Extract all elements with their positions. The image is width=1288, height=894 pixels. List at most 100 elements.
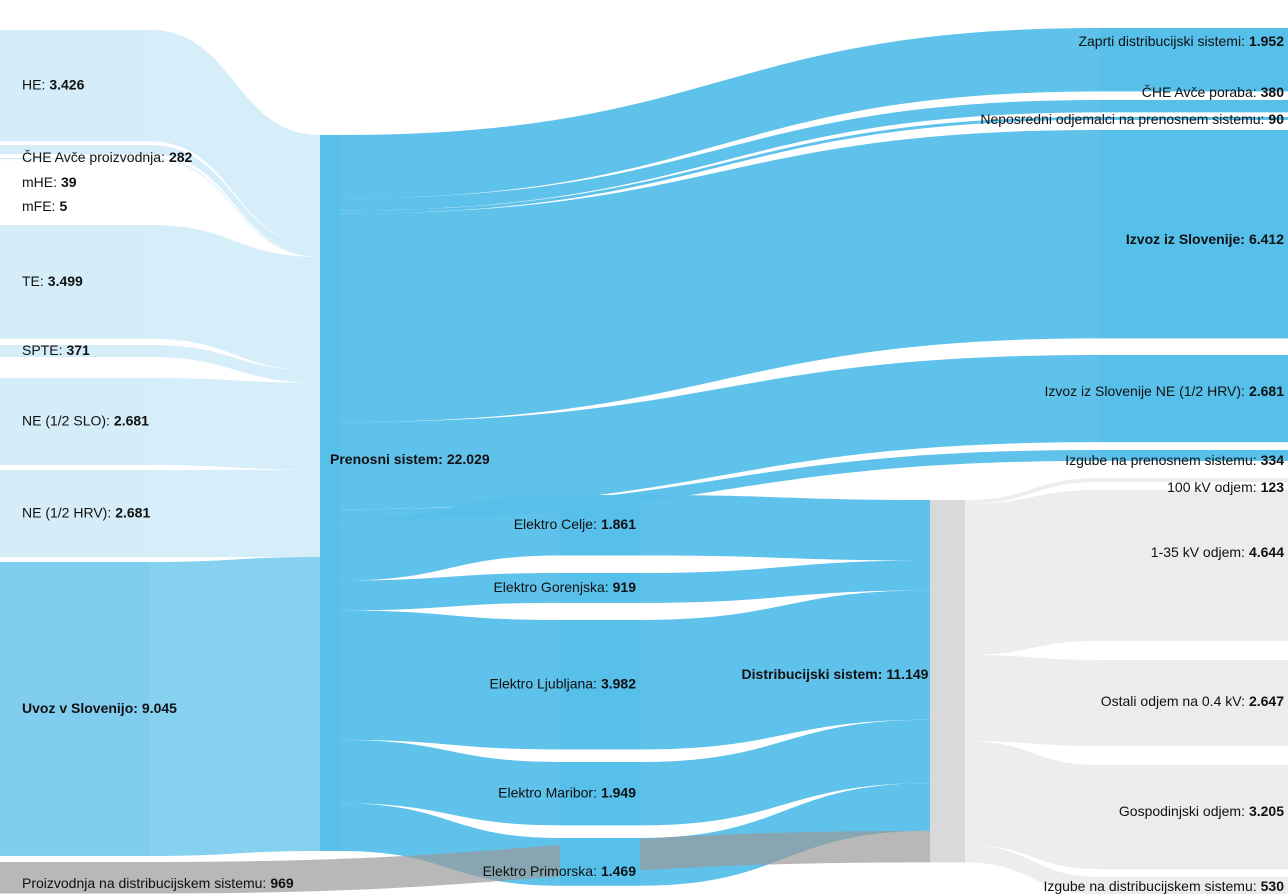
node-name: 100 kV odjem:: [1167, 479, 1257, 495]
node-label: Zaprti distribucijski sistemi: 1.952: [1078, 33, 1284, 49]
node-value: 1.469: [601, 863, 636, 879]
node: [1100, 660, 1288, 747]
node-label: Izgube na prenosnem sistemu: 334: [1065, 452, 1284, 468]
flow: [150, 145, 320, 256]
flow: [340, 100, 1100, 211]
node: [1100, 450, 1288, 461]
node: [0, 378, 150, 466]
node-value: 334: [1261, 452, 1285, 468]
node-value: 969: [270, 875, 294, 891]
node-value: 3.426: [49, 76, 84, 92]
flow: [150, 556, 320, 856]
node-label: HE: 3.426: [22, 76, 85, 92]
node-value: 3.982: [601, 675, 636, 691]
flow: [340, 117, 1100, 214]
node-name: TE:: [22, 273, 44, 289]
node-value: 11.149: [886, 666, 928, 682]
node-name: ČHE Avče proizvodnja:: [22, 149, 165, 165]
node-value: 90: [1268, 111, 1284, 127]
flow: [340, 355, 1100, 510]
node: [560, 620, 640, 750]
node-name: 1-35 kV odjem:: [1151, 544, 1245, 560]
node-name: Elektro Maribor:: [498, 784, 597, 800]
node-label: Distribucijski sistem: 11.149: [742, 666, 929, 682]
node: [0, 862, 150, 894]
node-value: 6.412: [1249, 231, 1284, 247]
node: [1100, 877, 1288, 894]
node-name: Prenosni sistem:: [330, 451, 443, 467]
node-label: 100 kV odjem: 123: [1167, 479, 1284, 495]
node-value: 2.647: [1249, 693, 1284, 709]
node-label: NE (1/2 SLO): 2.681: [22, 412, 149, 428]
node-value: 39: [61, 174, 77, 190]
flow: [965, 845, 1100, 894]
node-value: 3.205: [1249, 803, 1284, 819]
node-value: 282: [169, 149, 193, 165]
nodes: [0, 28, 1288, 894]
node-name: Elektro Celje:: [514, 516, 597, 532]
node-label: SPTE: 371: [22, 342, 90, 358]
node-name: mFE:: [22, 198, 55, 214]
flow: [965, 740, 1100, 870]
flow: [340, 130, 1100, 423]
node: [0, 345, 150, 358]
node-value: 2.681: [1249, 383, 1284, 399]
node-label: Izvoz iz Slovenije: 6.412: [1126, 231, 1284, 247]
node-name: Elektro Primorska:: [483, 863, 597, 879]
node-value: 5: [59, 198, 67, 214]
node-value: 4.644: [1249, 544, 1284, 560]
node: [560, 838, 640, 886]
node: [0, 225, 150, 339]
node-name: NE (1/2 SLO):: [22, 412, 110, 428]
node-label: ČHE Avče poraba: 380: [1142, 84, 1284, 100]
flow: [340, 450, 1100, 521]
node: [930, 500, 965, 863]
node-label: Elektro Celje: 1.861: [514, 516, 637, 532]
flow: [150, 225, 320, 371]
node-value: 123: [1261, 479, 1285, 495]
flow: [640, 719, 930, 826]
flow: [965, 490, 1100, 655]
node: [1100, 28, 1288, 92]
node-label: Izvoz iz Slovenije NE (1/2 HRV): 2.681: [1044, 383, 1284, 399]
node-label: Izgube na distribucijskem sistemu: 530: [1043, 878, 1284, 894]
node-name: Izvoz iz Slovenije NE (1/2 HRV):: [1044, 383, 1244, 399]
flow: [640, 590, 930, 750]
flow: [340, 495, 560, 581]
node-label: Uvoz v Slovenijo: 9.045: [22, 700, 177, 716]
node-name: Neposredni odjemalci na prenosnem sistem…: [980, 111, 1264, 127]
flow: [150, 830, 930, 894]
node-value: 1.861: [601, 516, 636, 532]
flow: [640, 495, 930, 561]
node-name: Izgube na distribucijskem sistemu:: [1043, 878, 1256, 894]
node-name: Elektro Gorenjska:: [493, 579, 608, 595]
node: [560, 762, 640, 826]
node-value: 371: [66, 342, 90, 358]
node-label: Elektro Ljubljana: 3.982: [490, 675, 637, 691]
node: [1100, 100, 1288, 113]
node: [320, 135, 340, 851]
flow: [150, 30, 320, 247]
flow: [340, 610, 560, 750]
node: [0, 470, 150, 558]
node-label: Gospodinjski odjem: 3.205: [1119, 803, 1284, 819]
node: [1100, 117, 1288, 120]
node-name: Elektro Ljubljana:: [490, 675, 597, 691]
node-name: ČHE Avče poraba:: [1142, 84, 1257, 100]
flow: [340, 573, 560, 611]
node: [560, 573, 640, 603]
node-value: 530: [1261, 878, 1285, 894]
node-name: Uvoz v Slovenijo:: [22, 700, 138, 716]
node-value: 380: [1261, 84, 1285, 100]
node-label: Ostali odjem na 0.4 kV: 2.647: [1101, 693, 1284, 709]
node-name: NE (1/2 HRV):: [22, 504, 111, 520]
node-label: mFE: 5: [22, 198, 67, 214]
node-name: Izgube na prenosnem sistemu:: [1065, 452, 1256, 468]
node: [1100, 765, 1288, 870]
node-name: Izvoz iz Slovenije:: [1126, 231, 1245, 247]
node-label: Elektro Primorska: 1.469: [483, 863, 637, 879]
node-value: 9.045: [142, 700, 177, 716]
flow: [965, 654, 1100, 747]
node-name: Distribucijski sistem:: [742, 666, 883, 682]
